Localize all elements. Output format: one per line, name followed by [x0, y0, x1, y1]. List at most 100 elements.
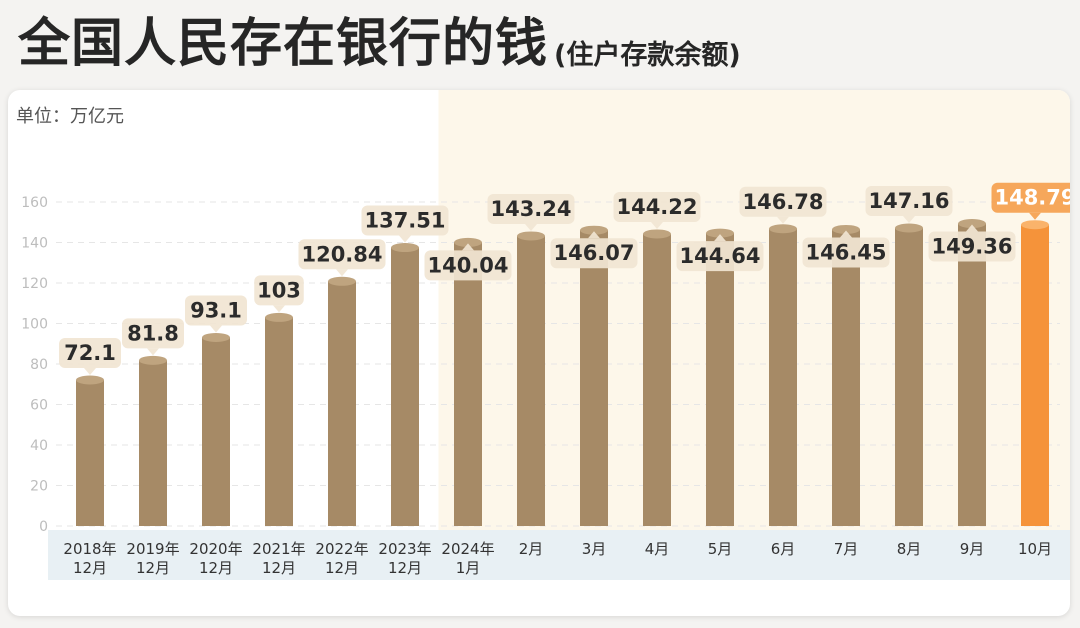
bar-cap — [1021, 220, 1049, 230]
x-tick-label: 2022年 — [315, 540, 368, 558]
value-label-pointer — [399, 235, 411, 243]
value-label-pointer — [336, 269, 348, 277]
value-label: 140.04 — [427, 253, 508, 277]
x-tick-label: 12月 — [199, 559, 233, 577]
value-label-box — [298, 239, 386, 270]
value-label: 120.84 — [301, 242, 382, 266]
x-tick-label: 12月 — [388, 559, 422, 577]
bar-cap — [517, 231, 545, 241]
bar-cap — [958, 219, 986, 229]
x-tick-label: 6月 — [771, 540, 796, 558]
value-label-pointer — [525, 223, 537, 231]
value-label-pointer — [84, 367, 96, 375]
y-tick-label: 0 — [39, 519, 48, 535]
value-label-box — [928, 231, 1016, 262]
value-label-box — [122, 318, 184, 349]
bar-cap — [202, 332, 230, 342]
chart-card: 0 20 40 60 80 100 120 140 160 72.1 81.8 93.1 103 120.… — [8, 90, 1070, 616]
bar-cap — [643, 229, 671, 239]
x-tick-label: 12月 — [136, 559, 170, 577]
x-tick-label: 12月 — [262, 559, 296, 577]
y-tick-label: 40 — [30, 438, 48, 454]
x-tick-label: 7月 — [834, 540, 859, 558]
chart-title: 全国人民存在银行的钱 — [18, 14, 549, 74]
value-label-box — [739, 186, 827, 217]
bar-cap — [454, 237, 482, 247]
bar — [832, 229, 860, 526]
value-label: 149.36 — [931, 235, 1012, 259]
x-tick-label: 2月 — [519, 540, 544, 558]
bar-cap — [706, 228, 734, 238]
value-label-box — [613, 191, 701, 222]
y-tick-label: 140 — [21, 236, 48, 252]
chart-subtitle: (住户存款余额) — [554, 40, 741, 71]
bar — [958, 223, 986, 526]
value-label-pointer — [1029, 212, 1041, 220]
y-tick-label: 20 — [30, 479, 48, 495]
y-tick-label: 60 — [30, 398, 48, 414]
bar — [202, 337, 230, 526]
bar-cap — [265, 312, 293, 322]
value-label-box — [254, 275, 304, 306]
chart-heading: 全国人民存在银行的钱 (住户存款余额) — [18, 6, 741, 76]
value-label-pointer — [210, 325, 222, 333]
value-label: 144.64 — [679, 244, 760, 268]
bar — [454, 242, 482, 526]
bar — [391, 247, 419, 527]
value-label-box — [487, 193, 575, 224]
bar — [580, 230, 608, 526]
value-label: 103 — [257, 278, 301, 302]
value-label: 72.1 — [64, 341, 116, 365]
x-tick-label: 12月 — [73, 559, 107, 577]
bar — [265, 317, 293, 526]
value-label-pointer — [588, 231, 600, 239]
bar-cap — [580, 225, 608, 235]
value-label-pointer — [966, 224, 978, 232]
unit-label: 单位：万亿元 — [16, 106, 124, 127]
value-label-box — [802, 237, 890, 268]
x-tick-label: 8月 — [897, 540, 922, 558]
y-tick-label: 160 — [21, 195, 48, 211]
x-tick-label: 2020年 — [189, 540, 242, 558]
x-tick-label: 1月 — [456, 559, 481, 577]
value-label-pointer — [840, 230, 852, 238]
x-tick-label: 2019年 — [126, 540, 179, 558]
value-label: 143.24 — [490, 197, 571, 221]
bar — [769, 228, 797, 526]
value-label-pointer — [777, 216, 789, 224]
bar-cap — [76, 375, 104, 385]
bar — [643, 233, 671, 526]
value-label: 137.51 — [364, 209, 445, 233]
bar-cap — [139, 355, 167, 365]
x-tick-label: 4月 — [645, 540, 670, 558]
value-label-pointer — [462, 243, 474, 251]
value-label: 146.07 — [553, 241, 634, 265]
x-axis-band — [48, 530, 1070, 580]
bar-cap — [328, 276, 356, 286]
value-label-box — [865, 186, 953, 217]
bar-cap — [832, 224, 860, 234]
bar — [139, 360, 167, 526]
bar — [706, 233, 734, 526]
value-label-pointer — [903, 216, 915, 224]
value-label-pointer — [714, 234, 726, 242]
value-label-box — [59, 337, 121, 368]
y-tick-label: 80 — [30, 357, 48, 373]
value-label: 147.16 — [868, 189, 949, 213]
bar-cap — [769, 224, 797, 234]
value-label-box — [424, 250, 512, 281]
value-label-pointer — [651, 221, 663, 229]
value-label: 146.78 — [742, 190, 823, 214]
value-label-box — [361, 205, 449, 236]
bar-cap — [895, 223, 923, 233]
value-label: 148.79 — [994, 186, 1070, 210]
value-label-pointer — [147, 348, 159, 356]
bar-cap — [391, 243, 419, 253]
value-label: 93.1 — [190, 298, 242, 322]
bar — [328, 281, 356, 526]
bar — [1021, 224, 1049, 526]
x-tick-label: 12月 — [325, 559, 359, 577]
bar — [76, 379, 104, 526]
value-label: 144.22 — [616, 195, 697, 219]
bar-chart: 0 20 40 60 80 100 120 140 160 72.1 81.8 93.1 103120.… — [21, 90, 1070, 580]
